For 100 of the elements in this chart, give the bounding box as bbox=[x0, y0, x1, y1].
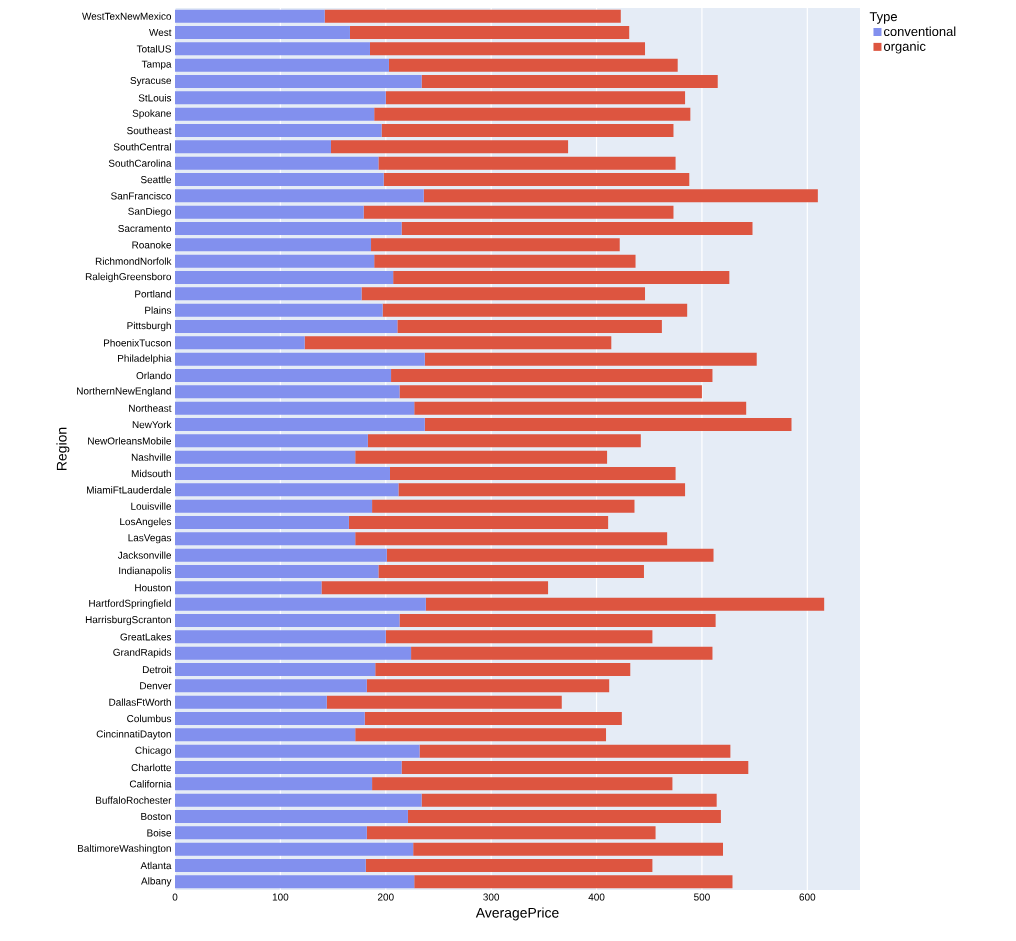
bar bbox=[175, 597, 426, 611]
y-tick-label: Roanoke bbox=[132, 241, 172, 249]
bar bbox=[175, 270, 394, 284]
bar bbox=[175, 646, 412, 660]
y-tick-label: California bbox=[129, 780, 172, 788]
bar bbox=[175, 630, 386, 644]
y-tick-label: Southeast bbox=[127, 126, 172, 135]
y-tick-label: SanFrancisco bbox=[111, 192, 172, 200]
bar bbox=[175, 712, 365, 725]
x-tick-label: 100 bbox=[272, 893, 289, 901]
y-tick-label: BuffaloRochester bbox=[96, 796, 172, 804]
bar bbox=[175, 75, 422, 88]
bar bbox=[423, 189, 818, 203]
bar bbox=[175, 679, 367, 693]
bar bbox=[175, 695, 327, 709]
bar bbox=[175, 842, 414, 856]
x-tick-label: 300 bbox=[483, 893, 500, 901]
bar bbox=[411, 646, 713, 660]
y-tick-label: CincinnatiDayton bbox=[96, 730, 171, 740]
legend-title: Type bbox=[869, 12, 897, 24]
y-tick-label: Atlanta bbox=[140, 861, 172, 870]
bar bbox=[365, 858, 653, 872]
bar bbox=[175, 728, 356, 742]
y-tick-label: Louisville bbox=[131, 502, 172, 510]
bar bbox=[175, 614, 400, 627]
y-tick-label: Tampa bbox=[141, 60, 172, 70]
bar bbox=[401, 221, 753, 235]
bar bbox=[389, 466, 676, 480]
y-tick-label: TotalUS bbox=[136, 45, 172, 53]
bar bbox=[424, 417, 792, 431]
bar bbox=[407, 810, 721, 823]
x-tick-label: 200 bbox=[377, 893, 394, 901]
bar bbox=[175, 450, 356, 464]
bar bbox=[175, 401, 415, 415]
bar bbox=[175, 238, 372, 252]
y-tick-label: Midsouth bbox=[131, 469, 171, 478]
y-tick-label: RichmondNorfolk bbox=[95, 257, 172, 265]
bar bbox=[175, 107, 375, 121]
y-tick-label: Indianapolis bbox=[119, 566, 172, 577]
bar bbox=[398, 483, 686, 497]
bar bbox=[330, 140, 569, 154]
bar bbox=[175, 42, 370, 56]
bar bbox=[175, 189, 424, 203]
y-tick-label: Boise bbox=[147, 829, 172, 837]
y-tick-label: LasVegas bbox=[128, 534, 172, 544]
bar bbox=[374, 254, 636, 268]
bar bbox=[367, 434, 641, 448]
y-tick-label: Portland bbox=[135, 290, 171, 298]
y-tick-label: Northeast bbox=[129, 404, 172, 412]
y-tick-label: Plains bbox=[145, 306, 172, 314]
bar bbox=[385, 91, 686, 105]
bar bbox=[175, 793, 422, 807]
y-tick-label: MiamiFtLauderdale bbox=[87, 486, 172, 494]
bar bbox=[175, 156, 379, 170]
x-tick-label: 0 bbox=[172, 893, 178, 901]
bar bbox=[175, 368, 392, 382]
y-tick-label: Charlotte bbox=[131, 763, 172, 772]
bar bbox=[349, 25, 630, 39]
bar bbox=[363, 205, 674, 219]
y-tick-label: Pittsburgh bbox=[127, 321, 171, 332]
bar bbox=[372, 499, 635, 513]
bar bbox=[175, 303, 383, 317]
bar bbox=[175, 826, 367, 840]
bar bbox=[401, 761, 749, 774]
bar bbox=[371, 238, 620, 252]
bar bbox=[175, 434, 368, 448]
bar bbox=[175, 777, 373, 791]
y-tick-label: Orlando bbox=[136, 371, 172, 380]
bar bbox=[175, 483, 399, 497]
x-tick-label: 600 bbox=[799, 893, 816, 901]
bar bbox=[175, 565, 379, 578]
bar bbox=[175, 205, 364, 219]
bar bbox=[414, 875, 733, 889]
bar bbox=[425, 597, 825, 611]
bar bbox=[175, 761, 402, 774]
y-tick-label: Philadelphia bbox=[118, 354, 172, 364]
y-tick-label: SouthCarolina bbox=[108, 159, 172, 167]
bar bbox=[175, 124, 382, 137]
y-tick-label: Chicago bbox=[135, 746, 172, 756]
y-tick-label: HarrisburgScranton bbox=[85, 615, 171, 626]
bar bbox=[364, 712, 622, 725]
bar bbox=[421, 75, 718, 88]
bar bbox=[361, 287, 646, 301]
y-tick-label: Spokane bbox=[132, 109, 172, 119]
bar bbox=[355, 450, 608, 464]
y-tick-label: Columbus bbox=[127, 714, 172, 723]
bar bbox=[175, 287, 362, 301]
y-tick-label: Seattle bbox=[140, 175, 172, 184]
bar bbox=[378, 156, 676, 170]
bar bbox=[397, 319, 662, 333]
bar bbox=[175, 548, 387, 562]
bar bbox=[175, 417, 425, 431]
bar bbox=[374, 107, 691, 121]
bar bbox=[175, 875, 415, 889]
legend-label: organic bbox=[884, 41, 926, 54]
bar bbox=[366, 679, 610, 693]
bar bbox=[355, 728, 607, 742]
bar bbox=[175, 581, 322, 595]
bar bbox=[399, 614, 716, 627]
bar bbox=[175, 515, 349, 529]
